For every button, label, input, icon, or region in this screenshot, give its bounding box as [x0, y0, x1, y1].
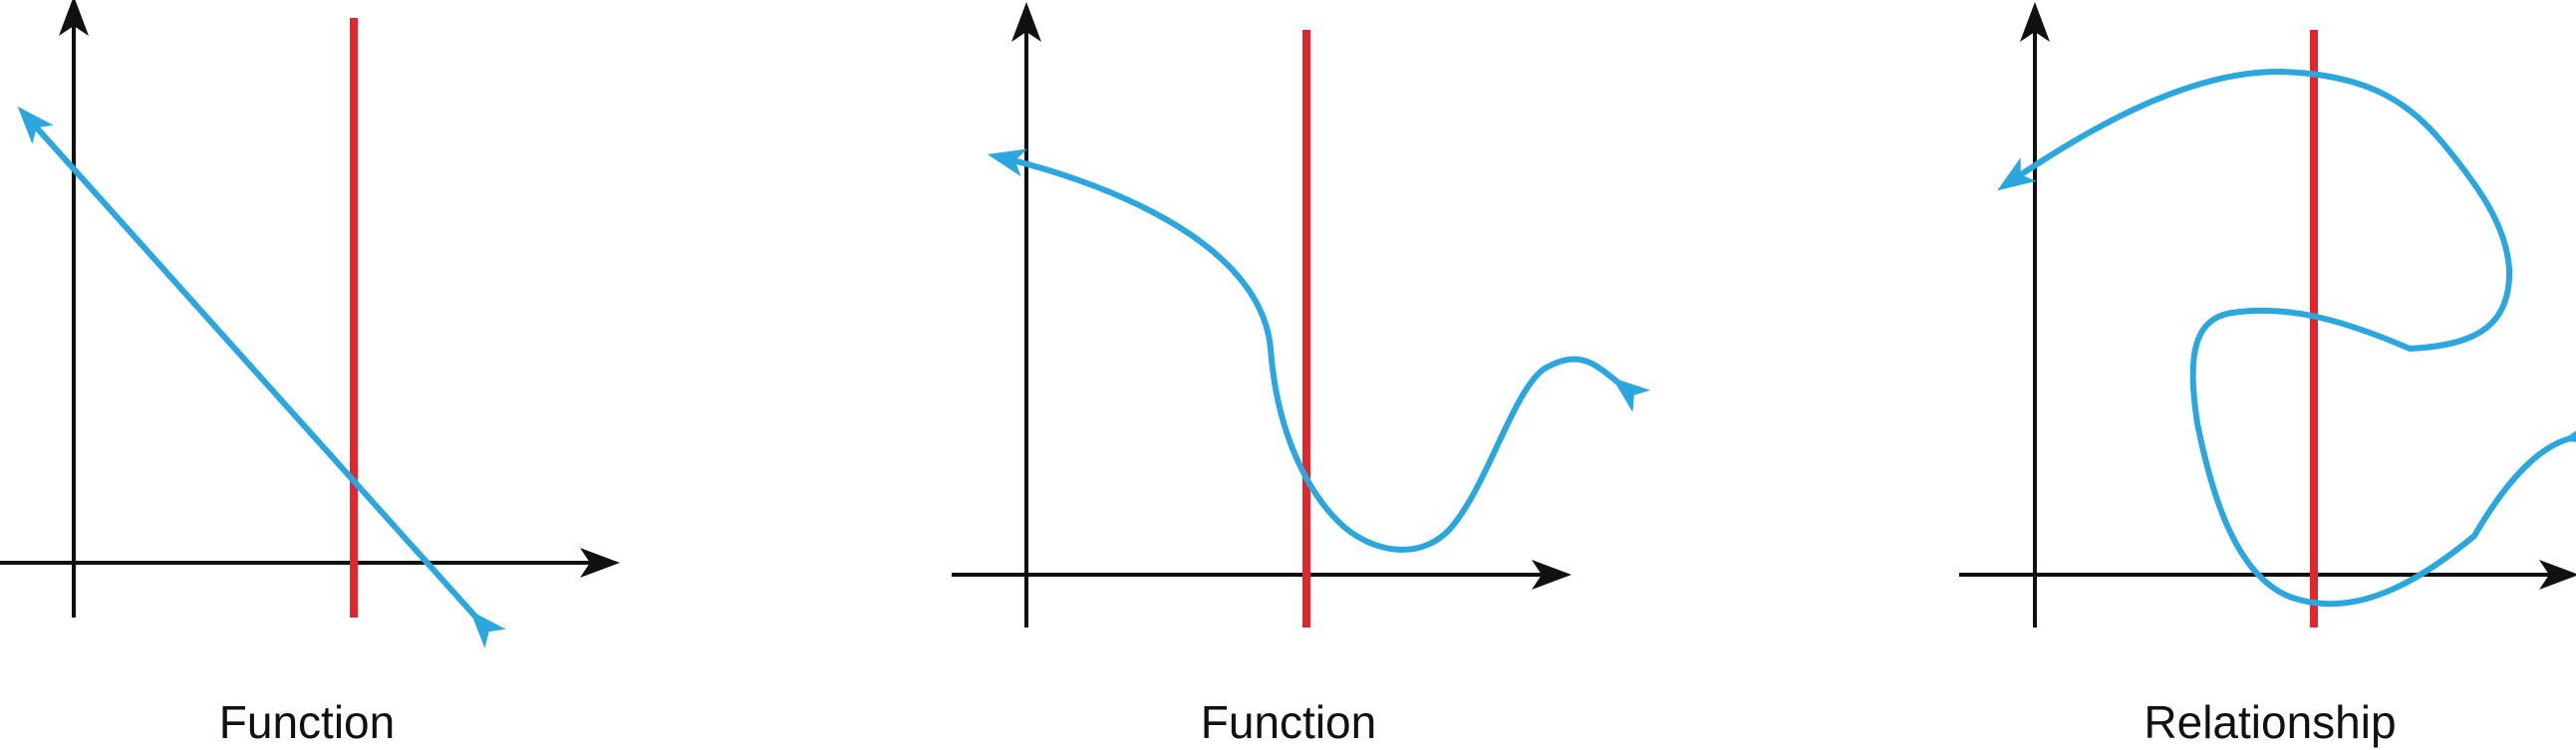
panel-caption: Function [219, 696, 395, 748]
panel-3: Relationship [1959, 2, 2576, 748]
panel-2: Function [952, 2, 1651, 748]
panel-caption: Function [1201, 696, 1376, 748]
panel-caption: Relationship [2144, 696, 2396, 748]
function-curve [17, 106, 506, 648]
function-curve [987, 148, 1651, 553]
relationship-curve [1997, 68, 2576, 608]
panel-1: Function [0, 0, 620, 748]
